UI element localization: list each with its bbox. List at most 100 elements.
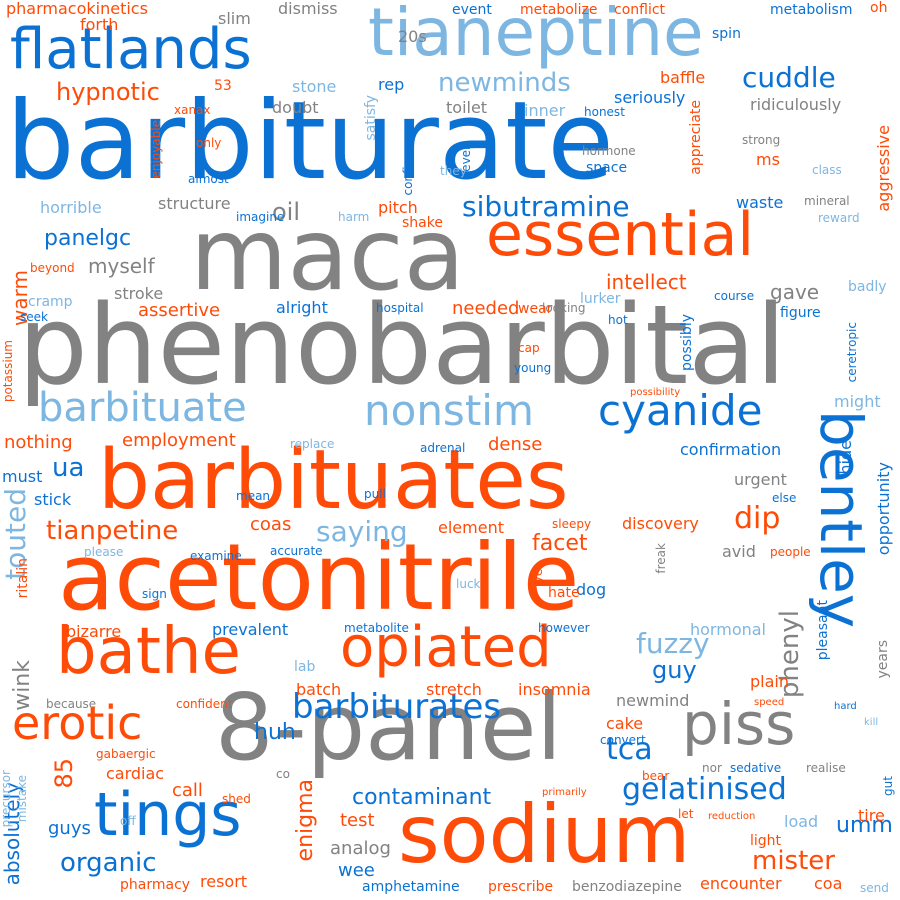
word-speed: speed bbox=[754, 697, 785, 708]
word-urgent: urgent bbox=[734, 470, 787, 489]
word-baffle: baffle bbox=[660, 68, 706, 87]
word-amphetamine: amphetamine bbox=[362, 879, 460, 895]
word-opportunity: opportunity bbox=[874, 462, 893, 556]
word-space: space bbox=[586, 160, 628, 176]
word-sign: sign bbox=[142, 587, 167, 601]
word-confirmation: confirmation bbox=[680, 440, 782, 459]
word-realise: realise bbox=[806, 761, 846, 775]
word-light: light bbox=[750, 833, 782, 849]
word-figure: figure bbox=[780, 305, 821, 321]
word-coa: coa bbox=[814, 874, 843, 893]
word-looking: looking bbox=[542, 301, 586, 315]
word-beyond: beyond bbox=[30, 261, 75, 275]
word-insomnia: insomnia bbox=[518, 680, 591, 699]
word-people: people bbox=[770, 545, 811, 559]
word-assertive: assertive bbox=[138, 300, 221, 321]
word-stretch: stretch bbox=[426, 680, 482, 699]
word-acetonitrile: acetonitrile bbox=[58, 524, 580, 631]
word-hot: hot bbox=[608, 313, 628, 327]
word-yet: yet bbox=[531, 564, 545, 584]
word-harm: harm bbox=[338, 210, 370, 224]
word-metabolite: metabolite bbox=[344, 621, 409, 635]
word-oil: oil bbox=[272, 198, 301, 226]
word-enigma: enigma bbox=[293, 779, 318, 862]
word-mineral: mineral bbox=[804, 194, 850, 208]
word-cake: cake bbox=[606, 714, 644, 733]
word-pharmacy: pharmacy bbox=[120, 877, 191, 893]
word-hypnotic: hypnotic bbox=[56, 78, 160, 106]
word-let: let bbox=[678, 807, 694, 821]
word-umm: umm bbox=[836, 813, 893, 838]
word-nothing: nothing bbox=[4, 432, 73, 453]
word-benzodiazepine: benzodiazepine bbox=[572, 879, 682, 895]
word-almost: almost bbox=[188, 172, 229, 186]
word-85: 85 bbox=[50, 758, 78, 789]
word-potassium: potassium bbox=[1, 340, 15, 403]
word-shake: shake bbox=[402, 215, 443, 231]
word-sedative: sedative bbox=[730, 761, 782, 775]
word-metabolize: metabolize bbox=[520, 2, 598, 18]
word-alright: alright bbox=[276, 298, 328, 317]
word-tca: tca bbox=[606, 732, 653, 767]
word-adrenal: adrenal bbox=[420, 441, 466, 455]
word-ms: ms bbox=[756, 150, 780, 169]
word-mean: mean bbox=[236, 489, 271, 503]
word-wee: wee bbox=[338, 860, 375, 881]
word-ritalin: ritalin bbox=[15, 558, 31, 599]
word-nonstim: nonstim bbox=[364, 386, 534, 435]
word-ridiculously: ridiculously bbox=[750, 95, 842, 114]
word-course: course bbox=[714, 289, 755, 303]
word-needed: needed bbox=[452, 298, 520, 319]
word-pharmacokinetics: pharmacokinetics bbox=[6, 0, 148, 18]
word-pull: pull bbox=[364, 487, 386, 501]
word-badly: badly bbox=[848, 279, 887, 295]
word-convert: convert bbox=[600, 733, 646, 747]
word-maca: maca bbox=[190, 196, 465, 313]
word-resort: resort bbox=[200, 872, 248, 891]
word-pleasant: pleasant bbox=[815, 600, 831, 661]
word-horrible: horrible bbox=[40, 198, 102, 217]
word-essential: essential bbox=[486, 200, 755, 270]
word-huh: huh bbox=[254, 720, 296, 745]
word-saying: saying bbox=[316, 515, 408, 548]
word-because: because bbox=[46, 697, 97, 711]
word-enjoyable: enjoyable bbox=[149, 120, 163, 179]
word-phenobarbital: phenobarbital bbox=[18, 281, 787, 409]
word-primarily: primarily bbox=[542, 787, 587, 798]
word-structure: structure bbox=[158, 194, 231, 213]
word-coas: coas bbox=[250, 514, 292, 535]
word-off: off bbox=[120, 814, 136, 828]
word-imagine: imagine bbox=[236, 210, 285, 224]
word-wear: wear bbox=[518, 301, 553, 317]
word-lab: lab bbox=[294, 659, 316, 675]
word-tings: tings bbox=[94, 780, 242, 850]
word-prescribe: prescribe bbox=[488, 879, 554, 895]
word-slim: slim bbox=[218, 9, 251, 28]
word-cyanide: cyanide bbox=[598, 386, 763, 435]
word-cramp: cramp bbox=[28, 294, 73, 310]
word-honest: honest bbox=[584, 105, 625, 119]
word-possibly: possibly bbox=[679, 314, 695, 371]
word-young: young bbox=[514, 361, 552, 375]
word-satisfy: satisfy bbox=[363, 95, 379, 141]
word-examine: examine bbox=[190, 549, 242, 563]
word-tire: tire bbox=[858, 806, 885, 825]
word-opiated: opiated bbox=[340, 615, 552, 680]
word-sleepy: sleepy bbox=[552, 517, 592, 531]
word-stone: stone bbox=[292, 77, 337, 96]
word-dense: dense bbox=[488, 434, 543, 455]
word-freak: freak bbox=[654, 543, 668, 574]
word-reduction: reduction bbox=[708, 811, 756, 822]
word-class: class bbox=[812, 163, 842, 177]
word-toilet: toilet bbox=[446, 98, 488, 117]
word-mister: mister bbox=[752, 846, 835, 876]
word-oh: oh bbox=[870, 0, 888, 16]
word-conflict: conflict bbox=[614, 2, 666, 18]
word-hormone: hormone bbox=[582, 144, 636, 158]
word-analog: analog bbox=[330, 838, 391, 859]
word-mistake: mistake bbox=[15, 775, 29, 823]
word-prevalent: prevalent bbox=[212, 620, 289, 639]
word-barbituates: barbituates bbox=[98, 433, 569, 528]
word-erotic: erotic bbox=[12, 696, 143, 750]
word-facet: facet bbox=[532, 531, 588, 556]
